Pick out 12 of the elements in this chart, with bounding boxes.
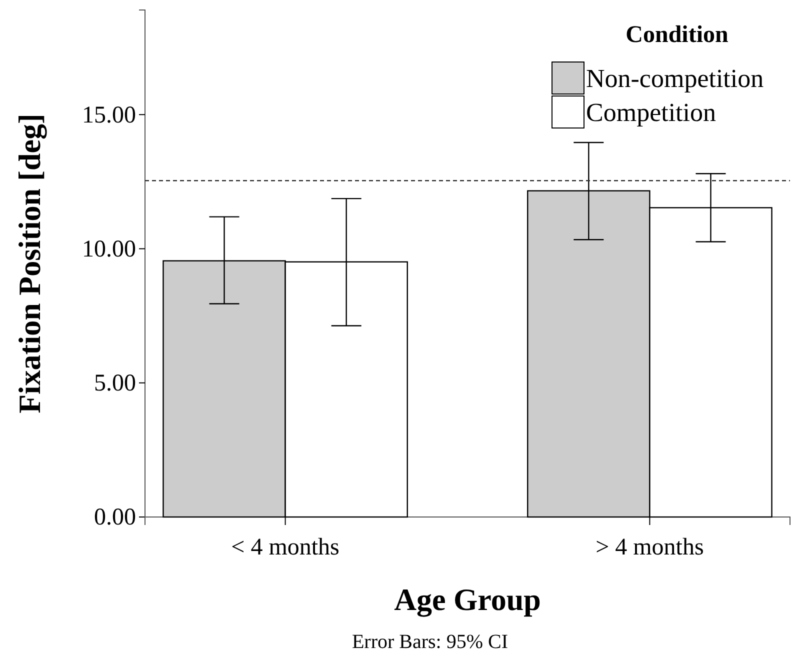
text: Error Bars: 95% CI	[352, 631, 508, 653]
legend-title: Condition	[626, 22, 728, 48]
y-tick-label: 15.00	[82, 102, 136, 128]
x-axis-title: Age Group	[394, 582, 541, 617]
x-tick-label: > 4 months	[596, 534, 704, 560]
legend-label: Non-competition	[586, 64, 764, 93]
x-tick-label: < 4 months	[231, 534, 340, 560]
legend-label: Competition	[586, 98, 716, 127]
y-tick-label: 0.00	[94, 504, 136, 531]
y-axis-title: Fixation Position [deg]	[12, 114, 47, 414]
y-tick-label: 5.00	[94, 370, 136, 397]
y-tick-label: 10.00	[82, 236, 136, 262]
